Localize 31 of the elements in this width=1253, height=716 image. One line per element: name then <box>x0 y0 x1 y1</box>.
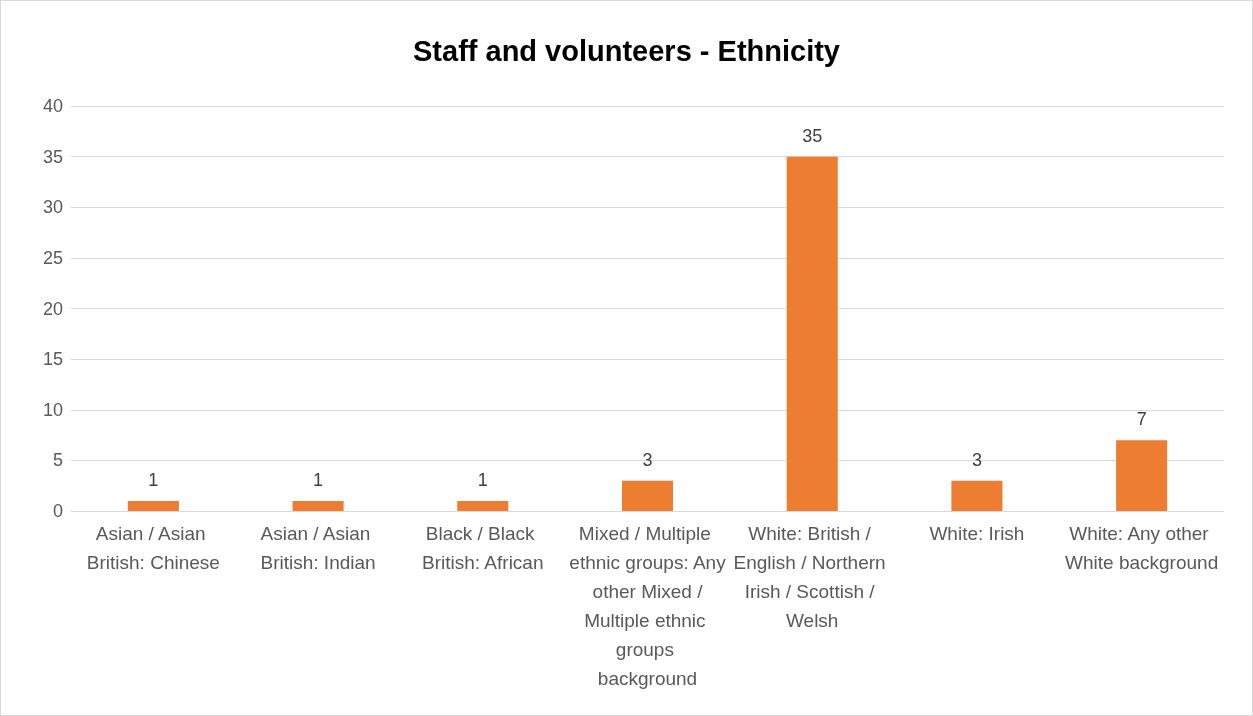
x-tick-label: Asian / Asian British: Chinese <box>86 523 220 573</box>
data-label: 3 <box>642 449 653 470</box>
chart-title: Staff and volunteers - Ethnicity <box>413 34 840 67</box>
y-tick-label: 20 <box>42 298 63 319</box>
bar <box>292 500 344 511</box>
bar <box>951 480 1003 511</box>
bar <box>786 156 838 511</box>
y-tick-label: 40 <box>42 96 63 116</box>
x-tick-label: Black / Black British: African <box>422 523 544 573</box>
bar <box>1116 440 1168 511</box>
data-label: 3 <box>971 449 982 470</box>
data-label: 1 <box>313 469 324 490</box>
y-tick-label: 10 <box>42 399 63 420</box>
y-tick-label: 25 <box>42 247 63 268</box>
x-tick-label: White: Any other White background <box>1065 523 1219 573</box>
data-label: 7 <box>1136 409 1147 430</box>
y-tick-label: 30 <box>42 197 63 218</box>
data-label: 1 <box>477 469 488 490</box>
x-tick-label: Asian / Asian British: Indian <box>260 523 376 573</box>
data-label: 1 <box>148 469 159 490</box>
data-label: 35 <box>802 125 823 146</box>
y-tick-label: 5 <box>52 450 63 471</box>
bar <box>621 480 674 511</box>
x-tick-label: White: Irish <box>929 523 1025 544</box>
bar <box>457 500 509 511</box>
y-tick-label: 15 <box>42 349 63 370</box>
bar <box>127 500 179 511</box>
x-tick-label: Mixed / Multiple ethnic groups: Any other Mixed / Multiple ethnic groups background <box>569 523 727 689</box>
y-tick-label: 35 <box>42 146 63 167</box>
x-tick-label: White: British / English / Northern Irish / Scottish / Welsh <box>733 523 891 631</box>
y-tick-label: 0 <box>52 501 63 521</box>
